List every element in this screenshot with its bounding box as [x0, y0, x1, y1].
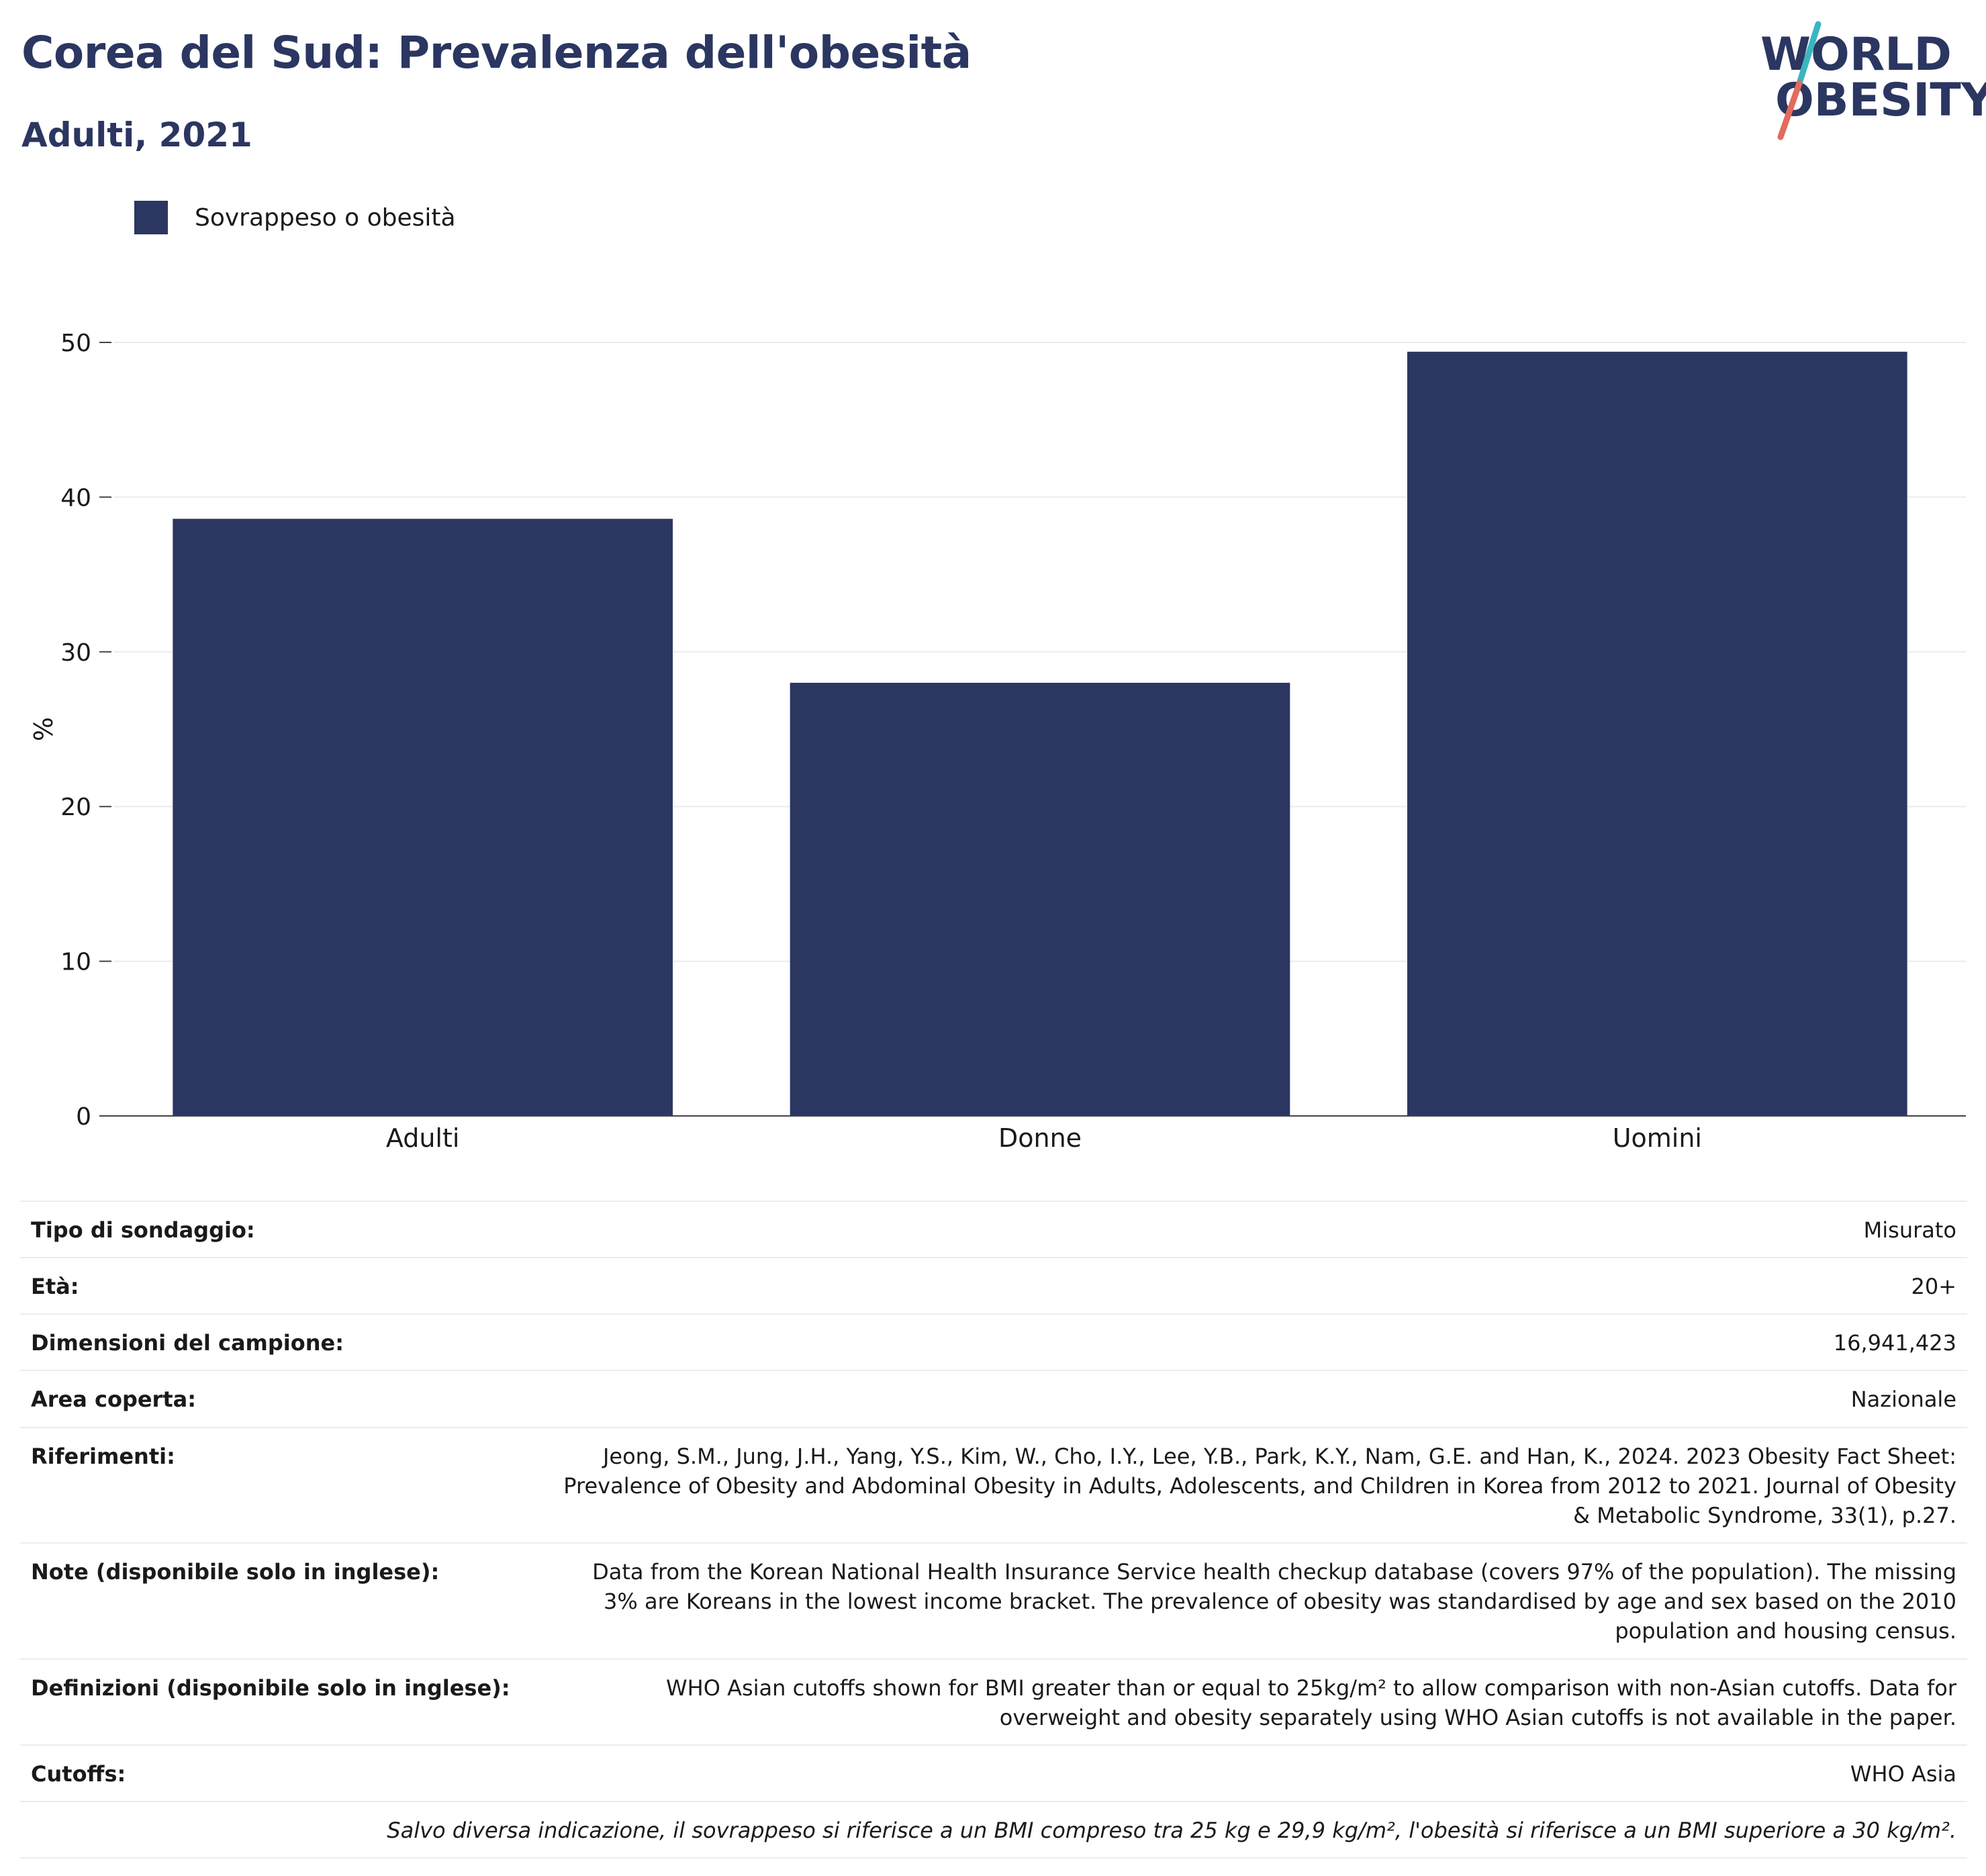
- x-tick-label: Adulti: [386, 1123, 460, 1153]
- info-row: Tipo di sondaggio: Misurato: [20, 1200, 1967, 1258]
- bar-chart: 0 10 20 30 40 50% Adulti Donne Uomini: [29, 330, 1966, 1153]
- info-row: Età: 20+: [20, 1257, 1967, 1315]
- legend-swatch: [134, 201, 168, 234]
- world-obesity-logo: WORLD OBESITY: [1751, 19, 1986, 146]
- chart-title: Corea del Sud: Prevalenza dell'obesità: [21, 27, 972, 79]
- info-table: Tipo di sondaggio: Misurato Età: 20+ Dimensi…: [20, 1200, 1967, 1859]
- y-tick-label: 30: [60, 639, 91, 667]
- info-value: 16,941,423: [552, 1313, 1967, 1371]
- info-value: Jeong, S.M., Jung, J.H., Yang, Y.S., Kim…: [552, 1426, 1967, 1544]
- y-tick-label: 20: [60, 794, 91, 821]
- y-tick-label: 0: [76, 1103, 91, 1131]
- info-row: Definizioni (disponibile solo in inglese…: [20, 1658, 1967, 1745]
- info-row: Note (disponibile solo in inglese): Data …: [20, 1542, 1967, 1659]
- info-label: Età:: [20, 1257, 552, 1315]
- info-value: WHO Asia: [552, 1744, 1967, 1802]
- logo-line-1: WORLD: [1760, 28, 1952, 81]
- info-label: Area coperta:: [20, 1370, 552, 1427]
- y-tick-label: 10: [60, 949, 91, 976]
- logo-slash-icon: [1777, 21, 1822, 140]
- x-tick-label: Donne: [998, 1123, 1082, 1153]
- info-label: Definizioni (disponibile solo in inglese…: [20, 1658, 552, 1745]
- info-row: Cutoffs: WHO Asia: [20, 1744, 1967, 1802]
- bar-adulti: [173, 518, 673, 1116]
- chart-legend: Sovrappeso o obesità: [134, 200, 456, 235]
- logo-line-2: OBESITY: [1775, 74, 1986, 127]
- info-label: Dimensioni del campione:: [20, 1313, 552, 1371]
- info-value: WHO Asian cutoffs shown for BMI greater …: [552, 1658, 1967, 1745]
- info-value: Nazionale: [552, 1370, 1967, 1427]
- info-value: 20+: [552, 1257, 1967, 1315]
- info-value: Misurato: [552, 1200, 1967, 1258]
- y-tick-label: 40: [60, 484, 91, 512]
- legend-label: Sovrappeso o obesità: [195, 203, 456, 232]
- y-tick-label: 50: [60, 330, 91, 357]
- x-tick-label: Uomini: [1613, 1123, 1702, 1153]
- bar-uomini: [1407, 351, 1907, 1116]
- info-label: Cutoffs:: [20, 1744, 552, 1802]
- info-label: Riferimenti:: [20, 1426, 552, 1544]
- info-row: Riferimenti: Jeong, S.M., Jung, J.H., Yan…: [20, 1426, 1967, 1544]
- footnote: Salvo diversa indicazione, il sovrappeso…: [20, 1801, 1967, 1859]
- info-row: Dimensioni del campione: 16,941,423: [20, 1313, 1967, 1371]
- bar-donne: [790, 682, 1290, 1116]
- y-axis-label: %: [29, 717, 58, 741]
- info-value: Data from the Korean National Health Ins…: [552, 1542, 1967, 1659]
- info-label: Note (disponibile solo in inglese):: [20, 1542, 552, 1659]
- chart-subtitle: Adulti, 2021: [21, 115, 252, 154]
- footnote-row: Salvo diversa indicazione, il sovrappeso…: [20, 1801, 1967, 1859]
- info-row: Area coperta: Nazionale: [20, 1370, 1967, 1427]
- info-label: Tipo di sondaggio:: [20, 1200, 552, 1258]
